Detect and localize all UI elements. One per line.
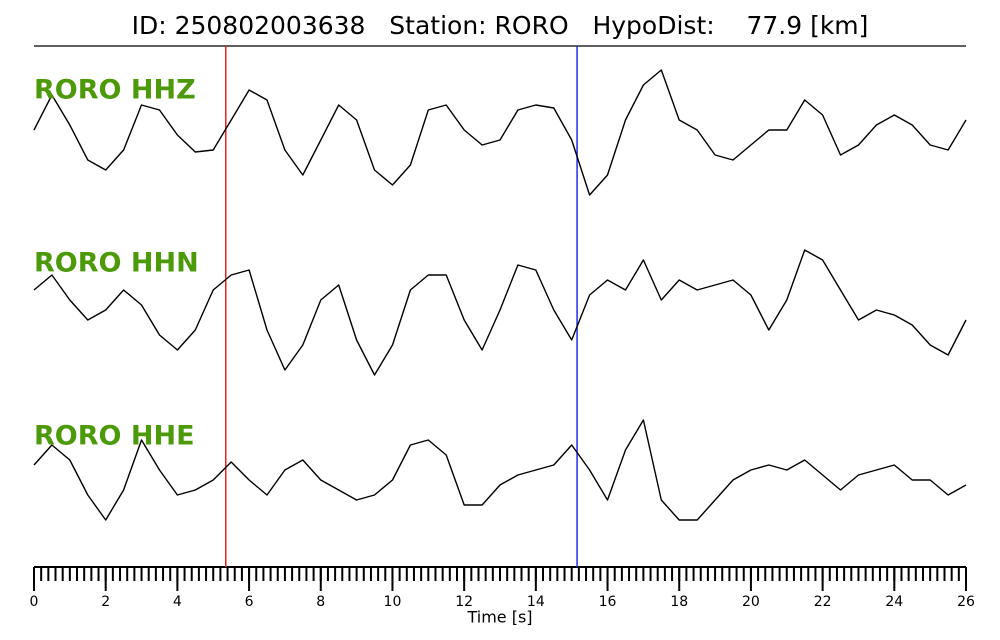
trace-label: RORO HHZ	[34, 75, 196, 106]
x-tick-label: 2	[101, 594, 110, 610]
x-tick-label: 6	[245, 594, 254, 610]
trace-label: RORO HHN	[34, 248, 199, 279]
x-tick-label: 26	[957, 594, 975, 610]
x-tick-label: 18	[670, 594, 688, 610]
x-tick-label: 20	[742, 594, 760, 610]
trace	[33, 69, 967, 196]
x-tick-label: 22	[814, 594, 832, 610]
x-tick-label: 4	[173, 594, 182, 610]
trace	[33, 249, 967, 376]
x-tick-label: 10	[384, 594, 402, 610]
trace-label: RORO HHE	[34, 421, 195, 452]
x-tick-label: 24	[885, 594, 903, 610]
x-tick-label: 14	[527, 594, 545, 610]
x-tick-label: 0	[30, 594, 39, 610]
chart-title: ID: 250802003638 Station: RORO HypoDist:…	[132, 11, 869, 40]
x-axis-label: Time [s]	[466, 608, 532, 627]
trace	[33, 419, 967, 521]
x-tick-label: 12	[455, 594, 473, 610]
x-tick-label: 8	[316, 594, 325, 610]
x-tick-label: 16	[599, 594, 617, 610]
